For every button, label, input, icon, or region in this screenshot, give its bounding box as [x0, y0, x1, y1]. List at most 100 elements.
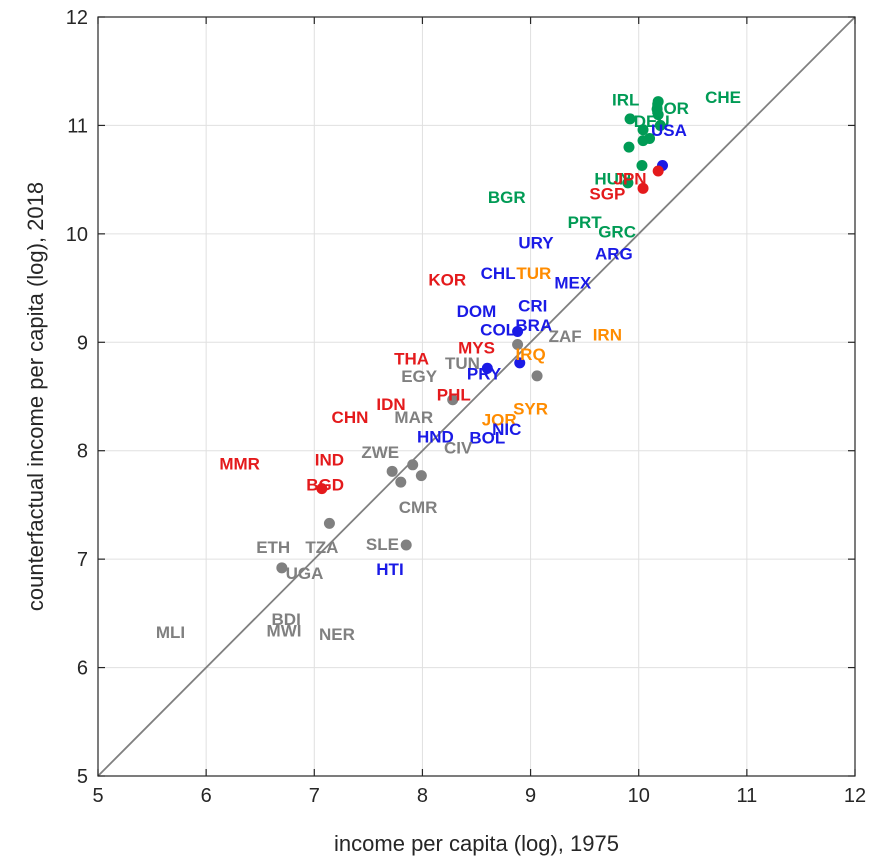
- country-label: HND: [417, 428, 454, 447]
- x-tick-label: 10: [628, 785, 650, 807]
- country-label: BGR: [488, 188, 526, 207]
- country-label: CHE: [705, 88, 741, 107]
- country-label: ETH: [256, 538, 290, 557]
- y-tick-label: 6: [77, 658, 88, 680]
- data-point: [386, 465, 398, 477]
- country-label: PRY: [467, 365, 502, 384]
- data-point: [512, 325, 524, 337]
- country-label: CHL: [481, 264, 516, 283]
- x-tick-label: 7: [309, 785, 320, 807]
- country-label: IND: [315, 450, 344, 469]
- y-tick-label: 9: [77, 332, 88, 354]
- country-label: CIV: [444, 438, 473, 457]
- country-label: HUN: [594, 170, 631, 189]
- data-point: [654, 119, 666, 131]
- country-label: HTI: [376, 560, 403, 579]
- country-label: EGY: [401, 367, 438, 386]
- data-point: [514, 357, 526, 369]
- country-label: THA: [394, 350, 429, 369]
- data-point: [622, 177, 634, 189]
- country-label: CMR: [399, 498, 438, 517]
- country-label: IRL: [612, 90, 639, 109]
- country-label: UGA: [286, 564, 324, 583]
- data-point: [624, 113, 636, 125]
- y-tick-label: 7: [77, 549, 88, 571]
- country-label: MYS: [458, 339, 495, 358]
- y-tick-label: 10: [66, 224, 88, 246]
- data-point: [652, 165, 664, 177]
- country-label: MEX: [554, 274, 592, 293]
- x-tick-label: 11: [736, 785, 757, 807]
- x-tick-label: 8: [417, 785, 428, 807]
- country-label: MAR: [394, 408, 433, 427]
- data-point: [512, 338, 524, 350]
- data-point: [637, 135, 649, 147]
- x-tick-label: 12: [844, 785, 866, 807]
- country-label: GRC: [598, 223, 636, 242]
- country-label: NOR: [651, 99, 689, 118]
- country-label: JOR: [482, 410, 517, 429]
- country-label: PHL: [437, 385, 471, 404]
- x-tick-label: 5: [92, 785, 103, 807]
- y-axis-label: counterfactual income per capita (log), …: [23, 182, 48, 611]
- country-label: IRN: [593, 326, 622, 345]
- country-label: MMR: [219, 455, 260, 474]
- country-label: ZAF: [549, 327, 582, 346]
- country-label: BRA: [515, 316, 552, 335]
- x-tick-label: 9: [525, 785, 536, 807]
- y-tick-label: 11: [67, 115, 88, 137]
- data-point: [323, 517, 335, 529]
- data-point: [636, 160, 648, 172]
- data-points: [276, 96, 669, 574]
- plot-frame: [97, 16, 856, 777]
- country-label: TUR: [516, 264, 551, 283]
- data-point: [447, 394, 459, 406]
- data-point: [415, 470, 427, 482]
- axes: 5 6 7 8 9 10 11 12 5 6 7 8 9 10 11 12: [66, 7, 866, 807]
- reference-line: [97, 16, 856, 777]
- country-label: DEU: [634, 112, 670, 131]
- country-label: IDN: [376, 395, 405, 414]
- data-point: [400, 539, 412, 551]
- country-label: CRI: [518, 296, 547, 315]
- country-label: USA: [651, 121, 687, 140]
- country-label: ARG: [595, 244, 633, 263]
- country-label: MLI: [156, 623, 185, 642]
- data-point: [276, 562, 288, 574]
- x-axis-label: income per capita (log), 1975: [334, 831, 619, 856]
- data-point: [637, 182, 649, 194]
- country-label: CHN: [332, 408, 369, 427]
- data-point: [316, 483, 328, 495]
- country-label: ZWE: [361, 443, 399, 462]
- country-label: BGD: [306, 475, 344, 494]
- data-point: [395, 476, 407, 488]
- country-label: NIC: [492, 420, 521, 439]
- country-label: TUN: [445, 354, 480, 373]
- data-point: [623, 141, 635, 153]
- country-label: SGP: [589, 185, 625, 204]
- data-point: [481, 362, 493, 374]
- data-point: [652, 109, 664, 121]
- country-label: NER: [319, 625, 355, 644]
- data-point: [407, 459, 419, 471]
- country-label: JPN: [614, 170, 647, 189]
- data-point: [531, 370, 543, 382]
- country-label: SLE: [366, 535, 399, 554]
- country-label: PRT: [568, 213, 603, 232]
- country-label: URY: [518, 234, 554, 253]
- country-label: COL: [480, 320, 516, 339]
- country-label: SYR: [513, 399, 548, 418]
- y-tick-label: 5: [77, 766, 88, 788]
- y-tick-label: 12: [66, 7, 88, 29]
- country-label: BOL: [469, 429, 505, 448]
- country-label: DOM: [457, 302, 497, 321]
- x-tick-label: 6: [201, 785, 212, 807]
- country-label: MWI: [267, 622, 302, 641]
- y-tick-label: 8: [77, 441, 88, 463]
- country-label: IRQ: [515, 345, 545, 364]
- reference-line-group: [97, 16, 856, 777]
- country-label: TZA: [305, 538, 338, 557]
- country-label: KOR: [428, 270, 466, 289]
- data-point: [637, 124, 649, 136]
